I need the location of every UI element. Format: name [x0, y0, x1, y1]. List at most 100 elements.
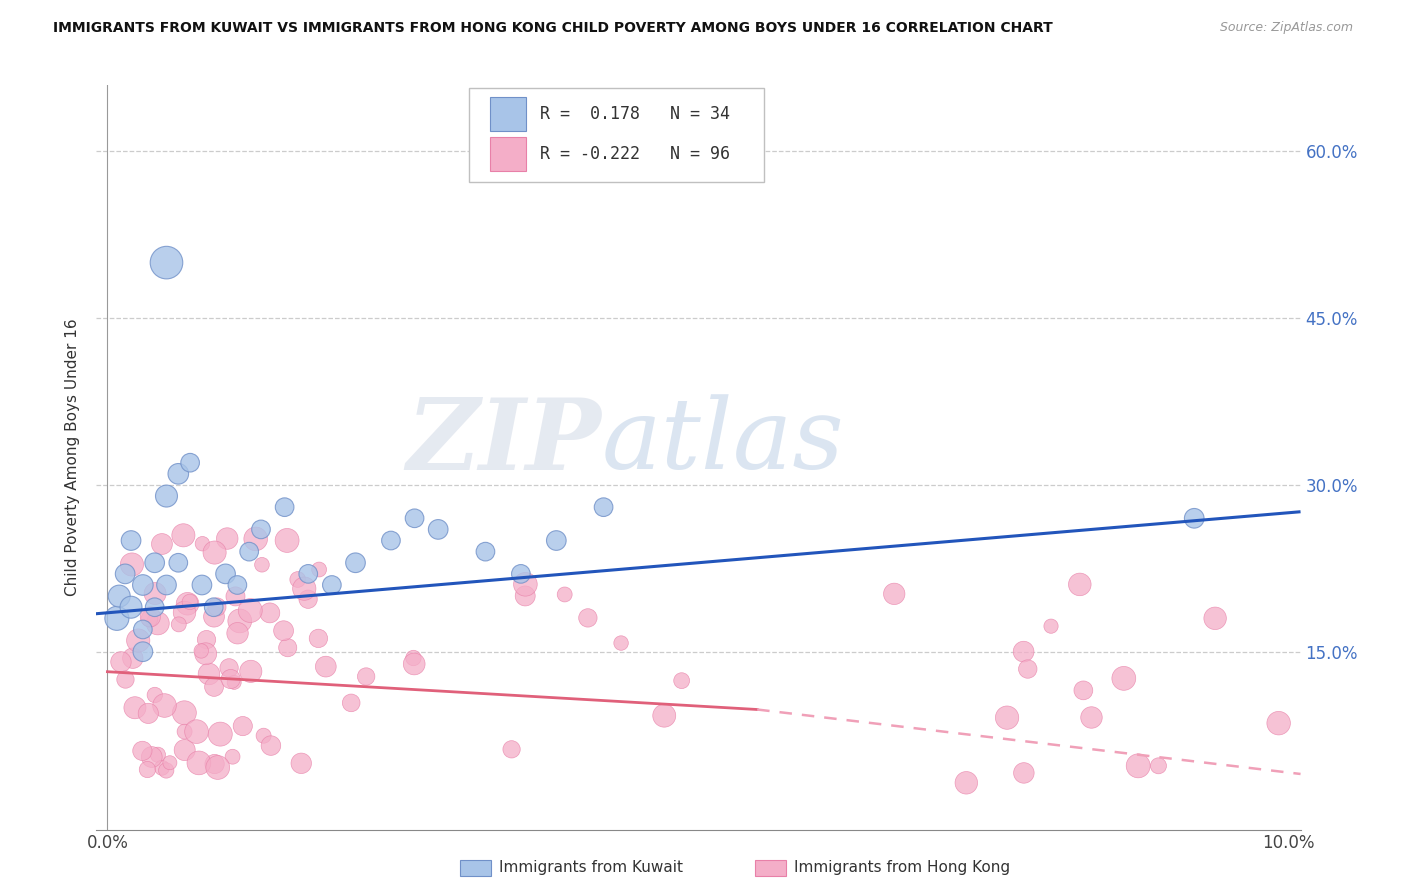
- Point: [515, 577, 537, 591]
- Point: [277, 640, 299, 655]
- Point: [127, 633, 149, 648]
- Point: [105, 611, 128, 625]
- Point: [141, 750, 163, 764]
- Point: [173, 743, 195, 757]
- Point: [167, 617, 190, 632]
- Point: [198, 667, 221, 681]
- Point: [1267, 716, 1289, 731]
- Point: [239, 603, 262, 617]
- Point: [652, 708, 675, 723]
- Point: [297, 566, 319, 581]
- Text: R = -0.222   N = 96: R = -0.222 N = 96: [540, 145, 730, 163]
- Point: [155, 255, 177, 269]
- Point: [172, 528, 194, 542]
- Point: [297, 592, 319, 607]
- Point: [190, 644, 212, 658]
- Point: [229, 614, 252, 628]
- Point: [114, 673, 136, 687]
- Point: [239, 665, 262, 679]
- Point: [205, 599, 228, 614]
- Point: [290, 756, 312, 771]
- Point: [167, 467, 190, 481]
- Point: [252, 729, 274, 743]
- Point: [554, 587, 576, 601]
- Text: atlas: atlas: [602, 394, 845, 490]
- Point: [150, 537, 173, 551]
- Point: [1128, 759, 1150, 773]
- Point: [224, 590, 246, 604]
- Point: [576, 611, 599, 625]
- Point: [143, 600, 166, 615]
- Point: [671, 673, 693, 688]
- Point: [155, 489, 177, 503]
- Point: [1147, 759, 1170, 773]
- Point: [238, 544, 260, 558]
- Point: [402, 651, 425, 665]
- Point: [218, 661, 240, 675]
- Point: [121, 651, 143, 665]
- Point: [207, 760, 229, 774]
- Point: [219, 672, 242, 686]
- Point: [1012, 766, 1035, 780]
- Point: [131, 744, 153, 758]
- Point: [276, 533, 298, 548]
- Point: [191, 537, 214, 551]
- Point: [883, 587, 905, 601]
- FancyBboxPatch shape: [489, 137, 526, 171]
- Point: [1112, 672, 1135, 686]
- Text: Source: ZipAtlas.com: Source: ZipAtlas.com: [1219, 21, 1353, 35]
- Point: [501, 742, 523, 756]
- Y-axis label: Child Poverty Among Boys Under 16: Child Poverty Among Boys Under 16: [65, 318, 80, 596]
- Point: [344, 556, 367, 570]
- Point: [110, 655, 132, 669]
- Point: [167, 556, 190, 570]
- Text: R =  0.178   N = 34: R = 0.178 N = 34: [540, 105, 730, 123]
- Point: [202, 600, 225, 615]
- Point: [209, 727, 232, 741]
- Point: [592, 500, 614, 515]
- Point: [273, 500, 295, 515]
- Point: [307, 632, 329, 646]
- Point: [132, 623, 155, 637]
- Point: [610, 636, 633, 650]
- Point: [354, 669, 377, 683]
- FancyBboxPatch shape: [489, 97, 526, 131]
- Text: ZIP: ZIP: [406, 394, 602, 491]
- Point: [515, 589, 537, 603]
- Point: [176, 597, 198, 611]
- Point: [132, 578, 155, 592]
- Point: [173, 606, 195, 620]
- Point: [173, 724, 195, 739]
- Point: [955, 776, 977, 790]
- Point: [155, 578, 177, 592]
- Point: [194, 647, 217, 661]
- Point: [226, 626, 249, 640]
- Point: [132, 645, 155, 659]
- Point: [114, 566, 136, 581]
- Point: [1012, 645, 1035, 659]
- Text: Immigrants from Kuwait: Immigrants from Kuwait: [499, 860, 683, 874]
- Point: [146, 747, 169, 762]
- Point: [380, 533, 402, 548]
- Point: [245, 532, 267, 546]
- Point: [186, 724, 208, 739]
- Point: [308, 562, 330, 576]
- Point: [195, 632, 218, 647]
- Point: [404, 657, 426, 671]
- Point: [121, 558, 143, 572]
- Point: [150, 761, 173, 775]
- Point: [187, 756, 209, 770]
- Point: [108, 589, 131, 603]
- Point: [474, 544, 496, 558]
- Point: [1204, 611, 1226, 625]
- Point: [995, 711, 1018, 725]
- Point: [202, 609, 225, 624]
- Point: [259, 606, 281, 620]
- Point: [226, 578, 249, 592]
- Point: [250, 558, 273, 572]
- Point: [250, 523, 273, 537]
- FancyBboxPatch shape: [470, 88, 765, 182]
- Point: [204, 545, 226, 559]
- Point: [173, 706, 195, 720]
- Point: [155, 764, 177, 778]
